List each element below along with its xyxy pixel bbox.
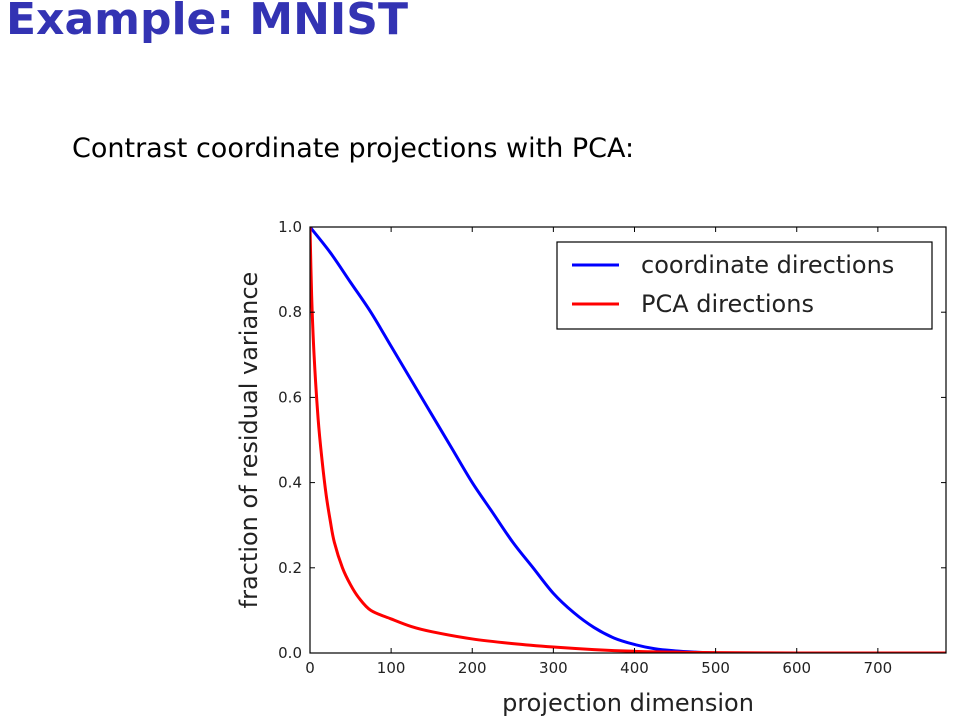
y-tick-label: 0.8 (278, 303, 302, 321)
slide-title: Example: MNIST (6, 0, 408, 45)
x-tick-label: 500 (701, 659, 730, 677)
legend-label-coordinate: coordinate directions (641, 251, 894, 279)
tick-layer: 0 100 200 300 400 500 600 700 0.0 0.2 0.4 0.6 0.8 1.0 (278, 218, 946, 677)
y-tick-label: 0.4 (278, 474, 302, 492)
series-layer (310, 227, 946, 653)
x-axis-label: projection dimension (502, 689, 754, 717)
x-tick-label: 700 (864, 659, 893, 677)
x-tick-label: 100 (377, 659, 406, 677)
intro-text: Contrast coordinate projections with PCA… (72, 133, 635, 164)
series-line-pca (310, 227, 946, 653)
x-tick-label: 0 (305, 659, 315, 677)
legend-label-pca: PCA directions (641, 290, 814, 318)
y-tick-label: 1.0 (278, 218, 302, 236)
y-tick-label: 0.6 (278, 388, 302, 406)
x-tick-label: 200 (458, 659, 487, 677)
series-line-coordinate (310, 227, 946, 653)
y-tick-label: 0.0 (278, 644, 302, 662)
legend: coordinate directions PCA directions (556, 241, 933, 330)
plot-frame (309, 226, 947, 654)
y-axis-label: fraction of residual variance (235, 272, 263, 609)
x-tick-label: 300 (539, 659, 568, 677)
x-tick-label: 600 (782, 659, 811, 677)
x-tick-label: 400 (620, 659, 649, 677)
y-tick-label: 0.2 (278, 559, 302, 577)
legend-frame (556, 241, 933, 330)
